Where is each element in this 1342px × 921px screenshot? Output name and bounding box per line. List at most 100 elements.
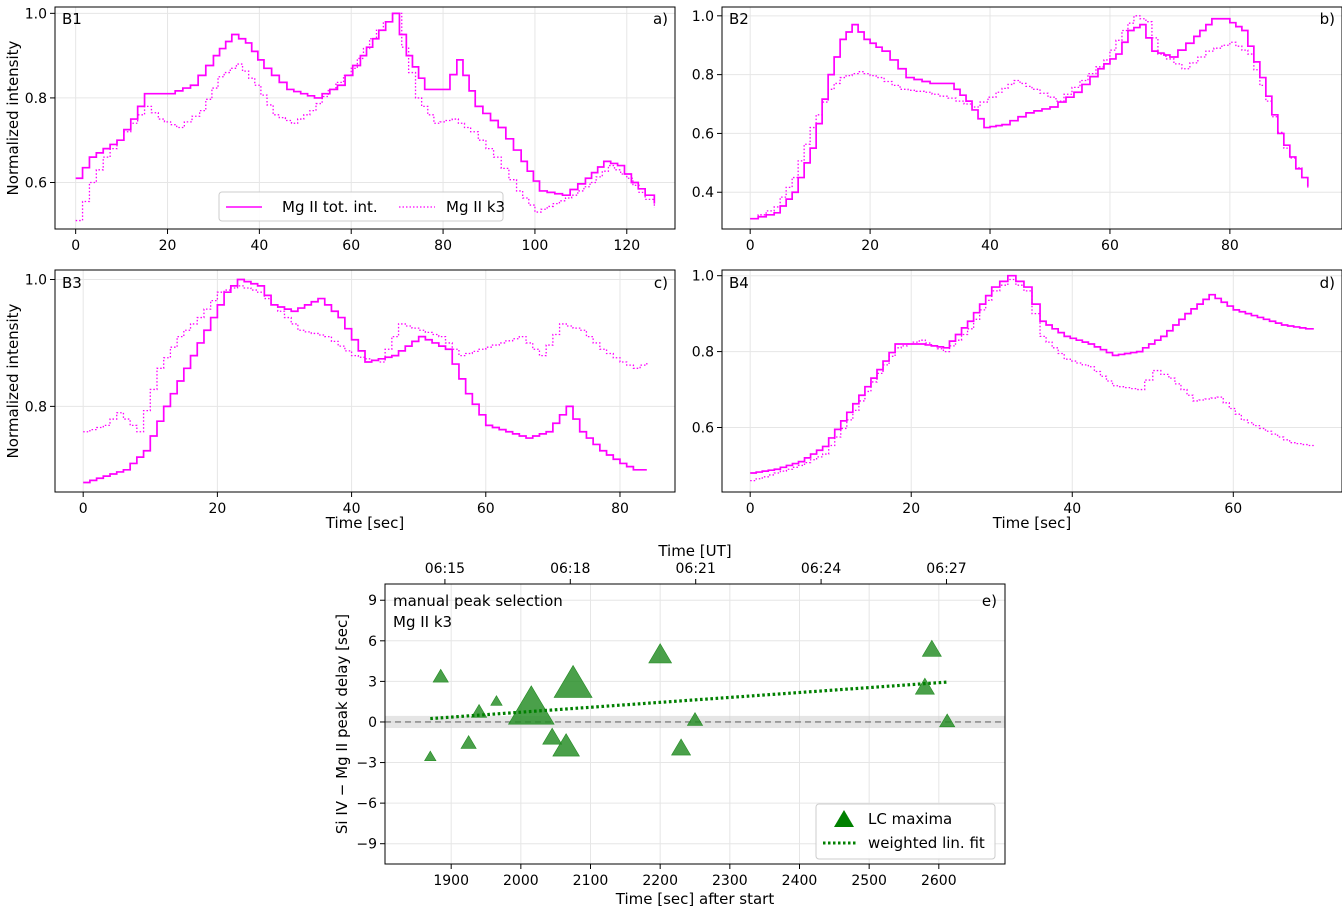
legend-entry-fit: weighted lin. fit bbox=[868, 834, 985, 852]
lc-maxima-point bbox=[648, 643, 673, 664]
y-tick-label: 1.0 bbox=[692, 269, 714, 285]
panel-d-xlabel: Time [sec] bbox=[992, 514, 1071, 532]
panel-c: 0 20 40 60 80 0.8 1.0 B3 c) Normalized intensi… bbox=[4, 269, 676, 532]
panel-c-ticks: 0 20 40 60 80 0.8 1.0 bbox=[25, 273, 629, 517]
legend-entry-tot-int: Mg II tot. int. bbox=[282, 198, 378, 216]
panel-b-frame bbox=[721, 6, 1342, 230]
top-tick-label: 06:18 bbox=[550, 561, 590, 577]
lc-maxima-point bbox=[460, 735, 477, 749]
x-tick-label: 20 bbox=[861, 238, 879, 254]
legend-entry-lc-maxima: LC maxima bbox=[868, 810, 952, 828]
legend-triangle-marker bbox=[834, 810, 854, 827]
top-tick-label: 06:27 bbox=[926, 561, 966, 577]
x-tick-label: 120 bbox=[613, 238, 640, 254]
x-tick-label: 80 bbox=[611, 501, 629, 517]
series-line-k3 bbox=[83, 285, 648, 433]
panel-e-annotation-1: manual peak selection bbox=[393, 592, 563, 610]
x-tick-label: 20 bbox=[902, 501, 920, 517]
panel-e-xlabel: Time [sec] after start bbox=[615, 890, 775, 908]
panel-e-top-title: Time [UT] bbox=[657, 542, 731, 560]
panel-e-plot bbox=[424, 639, 956, 762]
x-tick-label: 40 bbox=[343, 501, 361, 517]
panel-b-grid bbox=[722, 7, 1342, 229]
lc-maxima-point bbox=[542, 727, 563, 745]
panel-a: 0 20 40 60 80 100 120 0.6 0.8 1.0 B1 a) Normalize… bbox=[4, 6, 676, 254]
panel-a-ylabel: Normalized intensity bbox=[4, 40, 22, 195]
lc-maxima-point bbox=[914, 677, 935, 695]
panel-b-plot bbox=[750, 15, 1309, 220]
y-tick-label: 6 bbox=[368, 634, 377, 650]
x-tick-label: 1900 bbox=[433, 873, 469, 889]
top-tick-label: 06:24 bbox=[801, 561, 841, 577]
panel-d-ticks: 0 20 40 60 0.6 0.8 1.0 bbox=[692, 269, 1242, 517]
panel-a-grid bbox=[55, 7, 675, 229]
x-tick-label: 100 bbox=[522, 238, 549, 254]
y-tick-label: 3 bbox=[368, 674, 377, 690]
panel-e-ticks: 1900 2000 2100 2200 2300 2400 2500 2600 −9 −6 −3 0 3… bbox=[356, 561, 966, 889]
x-tick-label: 60 bbox=[477, 501, 495, 517]
lc-maxima-point bbox=[424, 750, 437, 762]
y-tick-label: −6 bbox=[356, 796, 377, 812]
top-tick-label: 06:21 bbox=[676, 561, 716, 577]
series-line-tot-int bbox=[83, 278, 647, 484]
x-tick-label: 20 bbox=[208, 501, 226, 517]
panel-a-ticks: 0 20 40 60 80 100 120 0.6 0.8 1.0 bbox=[25, 6, 640, 254]
panel-c-corner-label: c) bbox=[654, 274, 668, 292]
panel-b-corner-label: b) bbox=[1320, 10, 1335, 28]
panel-d-frame bbox=[721, 269, 1342, 493]
lc-maxima-point bbox=[921, 639, 942, 657]
panel-a-frame bbox=[54, 6, 676, 230]
x-tick-label: 40 bbox=[981, 238, 999, 254]
x-tick-label: 0 bbox=[71, 238, 80, 254]
panel-a-plot bbox=[75, 12, 656, 222]
panel-d-corner-label: d) bbox=[1320, 274, 1335, 292]
x-tick-label: 60 bbox=[1101, 238, 1119, 254]
panel-d-label: B4 bbox=[729, 274, 749, 292]
lc-maxima-point bbox=[671, 738, 692, 756]
panel-c-grid bbox=[55, 270, 675, 492]
x-tick-label: 2600 bbox=[921, 873, 957, 889]
x-tick-label: 0 bbox=[746, 501, 755, 517]
y-tick-label: 0.8 bbox=[25, 399, 47, 415]
y-tick-label: 0 bbox=[368, 715, 377, 731]
panel-b-label: B2 bbox=[729, 10, 749, 28]
y-tick-label: −9 bbox=[356, 837, 377, 853]
x-tick-label: 2500 bbox=[851, 873, 887, 889]
lc-maxima-point bbox=[432, 668, 449, 683]
lc-maxima-point bbox=[552, 733, 580, 757]
lc-maxima-point bbox=[553, 664, 593, 698]
panel-c-label: B3 bbox=[62, 274, 82, 292]
panel-a-label: B1 bbox=[62, 10, 82, 28]
y-tick-label: 0.6 bbox=[25, 175, 47, 191]
weighted-fit-line bbox=[430, 680, 948, 721]
x-tick-label: 60 bbox=[1224, 501, 1242, 517]
panel-e-frame bbox=[384, 583, 1006, 865]
legend-box bbox=[218, 191, 504, 222]
panel-c-plot bbox=[83, 278, 648, 484]
panel-d-plot bbox=[750, 274, 1315, 482]
legend-entry-k3: Mg II k3 bbox=[446, 198, 505, 216]
series-line-k3 bbox=[750, 278, 1315, 482]
y-tick-label: 1.0 bbox=[25, 273, 47, 289]
x-tick-label: 2300 bbox=[712, 873, 748, 889]
y-tick-label: 0.4 bbox=[692, 185, 714, 201]
x-tick-label: 40 bbox=[250, 238, 268, 254]
panel-a-corner-label: a) bbox=[653, 10, 668, 28]
lc-maxima-point bbox=[939, 713, 956, 728]
series-line-k3 bbox=[75, 12, 655, 222]
panel-e: 1900 2000 2100 2200 2300 2400 2500 2600 −9 −6 −3 0 3… bbox=[333, 542, 1006, 908]
panel-b: 0 20 40 60 80 0.4 0.6 0.8 1.0 B2 b) bbox=[692, 6, 1342, 254]
x-tick-label: 2200 bbox=[642, 873, 678, 889]
panel-a-legend: Mg II tot. int. Mg II k3 bbox=[218, 191, 505, 222]
y-tick-label: 1.0 bbox=[692, 9, 714, 25]
x-tick-label: 2400 bbox=[782, 873, 818, 889]
x-tick-label: 20 bbox=[159, 238, 177, 254]
x-tick-label: 0 bbox=[79, 501, 88, 517]
y-tick-label: 9 bbox=[368, 593, 377, 609]
x-tick-label: 2000 bbox=[503, 873, 539, 889]
x-tick-label: 40 bbox=[1063, 501, 1081, 517]
panel-c-frame bbox=[54, 269, 676, 493]
y-tick-label: 0.6 bbox=[692, 126, 714, 142]
y-tick-label: 1.0 bbox=[25, 6, 47, 22]
